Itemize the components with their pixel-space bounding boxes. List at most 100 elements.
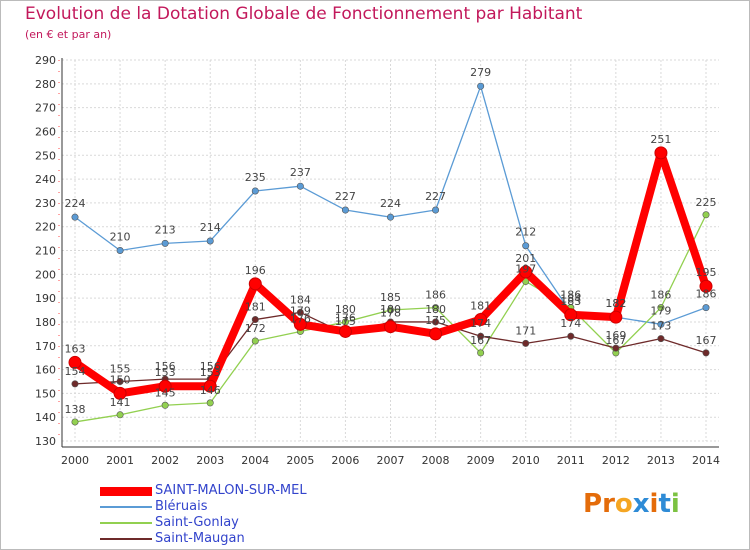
x-tick-label: 2000 <box>61 454 89 467</box>
data-point <box>338 324 352 338</box>
data-label: 180 <box>335 303 356 316</box>
data-label: 176 <box>290 312 311 325</box>
data-point <box>293 317 307 331</box>
y-tick-label: 190 <box>35 292 56 305</box>
data-label: 138 <box>65 403 86 416</box>
x-tick-label: 2009 <box>467 454 495 467</box>
data-point <box>657 320 665 328</box>
y-tick-label: 160 <box>35 364 56 377</box>
x-tick-label: 2005 <box>286 454 314 467</box>
legend-label: SAINT-MALON-SUR-MEL <box>155 483 307 498</box>
x-tick-label: 2014 <box>692 454 720 467</box>
data-point <box>71 380 79 388</box>
chart-title: Evolution de la Dotation Globale de Fonc… <box>25 4 583 24</box>
x-tick-label: 2010 <box>512 454 540 467</box>
data-label: 279 <box>470 66 491 79</box>
data-point <box>296 182 304 190</box>
y-tick-label: 140 <box>35 411 56 424</box>
data-label: 186 <box>696 288 717 301</box>
legend-swatch <box>100 486 152 496</box>
data-label: 237 <box>290 166 311 179</box>
x-tick-label: 2001 <box>106 454 134 467</box>
data-label: 146 <box>200 384 221 397</box>
data-point <box>657 304 665 312</box>
y-tick-label: 130 <box>35 435 56 448</box>
data-label: 181 <box>245 301 266 314</box>
data-label: 175 <box>335 315 356 328</box>
logo-letter: o <box>614 489 633 519</box>
legend-swatch <box>100 506 152 508</box>
data-label: 184 <box>560 292 581 305</box>
data-point <box>71 213 79 221</box>
data-label: 181 <box>470 300 491 313</box>
data-label: 196 <box>245 264 266 277</box>
data-point <box>657 335 665 343</box>
data-label: 185 <box>380 291 401 304</box>
logo-letter: i <box>649 489 659 519</box>
data-label: 224 <box>380 197 401 210</box>
data-point <box>206 237 214 245</box>
data-label: 186 <box>650 289 671 302</box>
data-label: 183 <box>560 295 581 308</box>
y-tick-label: 270 <box>35 102 56 115</box>
data-label: 153 <box>155 366 176 379</box>
data-label: 227 <box>425 190 446 203</box>
data-point <box>116 247 124 255</box>
data-label: 184 <box>290 293 311 306</box>
data-point <box>432 304 440 312</box>
data-point <box>161 401 169 409</box>
data-label: 153 <box>200 366 221 379</box>
data-point <box>429 327 443 341</box>
y-tick-label: 250 <box>35 149 56 162</box>
data-label: 213 <box>155 223 176 236</box>
data-point <box>113 386 127 400</box>
data-point <box>71 418 79 426</box>
data-point <box>341 206 349 214</box>
data-point <box>654 146 668 160</box>
data-point <box>522 242 530 250</box>
legend-label: Bléruais <box>155 499 208 514</box>
data-label: 186 <box>425 289 446 302</box>
data-label: 235 <box>245 171 266 184</box>
data-point <box>564 308 578 322</box>
data-point <box>248 277 262 291</box>
data-label: 156 <box>155 360 176 373</box>
data-label: 154 <box>65 365 86 378</box>
data-point <box>699 279 713 293</box>
data-label: 156 <box>200 360 221 373</box>
data-label: 225 <box>696 196 717 209</box>
data-label: 251 <box>650 133 671 146</box>
data-point <box>609 310 623 324</box>
data-label: 214 <box>200 221 221 234</box>
data-label: 186 <box>560 289 581 302</box>
data-point <box>477 82 485 90</box>
data-point <box>116 377 124 385</box>
logo-letter: r <box>602 489 615 519</box>
data-point <box>161 239 169 247</box>
data-label: 174 <box>560 317 581 330</box>
x-tick-label: 2007 <box>377 454 405 467</box>
legend-label: Saint-Maugan <box>155 531 245 546</box>
x-tick-label: 2011 <box>557 454 585 467</box>
data-label: 180 <box>380 303 401 316</box>
data-point <box>68 355 82 369</box>
data-label: 171 <box>515 324 536 337</box>
data-label: 180 <box>425 303 446 316</box>
data-point <box>386 306 394 314</box>
data-label: 179 <box>290 304 311 317</box>
data-label: 145 <box>155 386 176 399</box>
proxiti-logo: Proxiti <box>583 489 680 519</box>
data-label: 227 <box>335 190 356 203</box>
data-label: 169 <box>605 329 626 342</box>
data-label: 195 <box>696 266 717 279</box>
data-point <box>296 308 304 316</box>
data-point <box>251 316 259 324</box>
data-label: 173 <box>650 320 671 333</box>
y-tick-label: 280 <box>35 78 56 91</box>
y-tick-label: 240 <box>35 173 56 186</box>
y-tick-label: 200 <box>35 268 56 281</box>
logo-letter: t <box>658 489 671 519</box>
data-point <box>522 339 530 347</box>
data-label: 141 <box>110 396 131 409</box>
